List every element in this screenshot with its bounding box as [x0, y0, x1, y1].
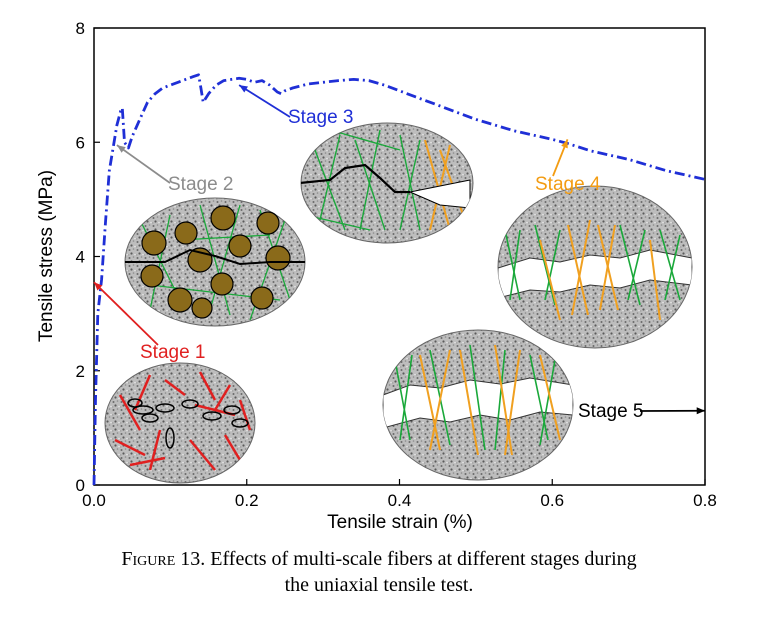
- axis-ticks: 0.0 0.2 0.4 0.6 0.8 0 2 4 6 8: [76, 19, 717, 510]
- stress-strain-series-line: [92, 73, 706, 486]
- x-tick-label: 0.8: [693, 491, 717, 510]
- stage-arrow-head: [116, 145, 126, 153]
- stage-label: Stage 4: [535, 174, 601, 195]
- stage-arrow-head: [696, 407, 705, 415]
- stage-arrow-head: [561, 139, 568, 149]
- inset-stage-2: [124, 197, 306, 327]
- y-axis-title: Tensile stress (MPa): [36, 170, 57, 342]
- stage-arrow-line: [116, 144, 171, 184]
- x-tick-label: 0.4: [388, 491, 412, 510]
- stage-label: Stage 1: [140, 342, 206, 363]
- x-tick-label: 0.0: [82, 491, 106, 510]
- stage-arrow-head: [239, 85, 248, 93]
- x-axis-title: Tensile strain (%): [327, 512, 473, 533]
- figure-caption: Figure 13. Effects of multi-scale fibers…: [0, 546, 758, 598]
- x-tick-label: 0.2: [235, 491, 259, 510]
- inset-stage-5: [382, 329, 574, 481]
- y-tick-label: 6: [76, 133, 85, 152]
- caption-line-1: Effects of multi-scale fibers at differe…: [210, 548, 637, 570]
- stage-label: Stage 2: [168, 174, 234, 195]
- inset-stage-1: [104, 362, 256, 484]
- y-tick-label: 8: [76, 19, 85, 38]
- annotation-layer: Stage 1 Stage 2 Stage 3 Stage 4 Stage 5: [93, 84, 706, 422]
- series-layer: [92, 73, 706, 486]
- caption-line-2: the uniaxial tensile test.: [284, 574, 474, 596]
- stage-arrow-line: [93, 281, 159, 346]
- inset-stage-4: [497, 185, 693, 349]
- caption-figure-number: Figure 13.: [121, 548, 206, 570]
- stage-arrow-line: [238, 84, 291, 118]
- stage-arrow-head: [94, 282, 103, 291]
- inset-stage-3: [300, 122, 474, 244]
- x-tick-label: 0.6: [540, 491, 564, 510]
- y-tick-label: 0: [76, 476, 85, 495]
- stage-label: Stage 5: [578, 401, 644, 422]
- y-tick-label: 4: [76, 248, 85, 267]
- stage-label: Stage 3: [288, 107, 354, 128]
- y-tick-label: 2: [76, 362, 85, 381]
